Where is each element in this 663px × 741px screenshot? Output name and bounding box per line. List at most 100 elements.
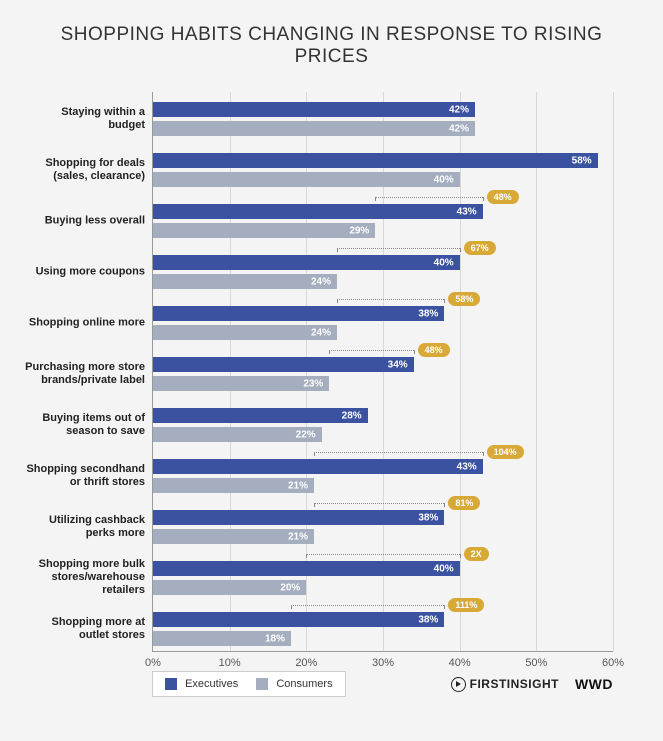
chart-container: SHOPPING HABITS CHANGING IN RESPONSE TO … [0, 0, 663, 741]
category-label: Shopping secondhandor thrift stores [25, 463, 153, 489]
delta-bracket-tick [444, 299, 445, 303]
bar-value-label: 24% [311, 327, 331, 338]
category-label: Shopping more bulkstores/warehouse retai… [25, 558, 153, 598]
category-group: Buying items out ofseason to save28%22% [153, 408, 613, 442]
category-label: Buying less overall [25, 214, 153, 227]
delta-pill: 81% [448, 496, 480, 510]
chart-footer: Executives Consumers FIRSTINSIGHT WWD [152, 666, 613, 702]
delta-bracket-tick [306, 554, 307, 558]
bar-value-label: 58% [572, 155, 592, 166]
bar-value-label: 24% [311, 276, 331, 287]
plot-area: 0%10%20%30%40%50%60%Staying within a bud… [152, 92, 613, 652]
legend-item-consumers: Consumers [256, 678, 332, 690]
delta-pill: 48% [418, 343, 450, 357]
bar-value-label: 22% [296, 429, 316, 440]
bar-consumers: 24% [153, 325, 337, 340]
delta-pill: 111% [448, 598, 484, 612]
delta-pill: 58% [448, 292, 480, 306]
bar-executives: 38% [153, 510, 444, 525]
chart-wrap: 0%10%20%30%40%50%60%Staying within a bud… [22, 92, 641, 702]
bar-executives: 43% [153, 459, 483, 474]
bar-executives: 40% [153, 561, 460, 576]
category-group: Shopping more bulkstores/warehouse retai… [153, 561, 613, 595]
gridline [613, 92, 614, 651]
delta-bracket-tick [375, 197, 376, 201]
category-group: Purchasing more storebrands/private labe… [153, 357, 613, 391]
chart-title: SHOPPING HABITS CHANGING IN RESPONSE TO … [22, 24, 641, 68]
bar-consumers: 29% [153, 223, 375, 238]
delta-bracket-tick [460, 554, 461, 558]
bar-value-label: 34% [388, 359, 408, 370]
delta-bracket [329, 350, 413, 351]
bar-consumers: 42% [153, 121, 475, 136]
bar-value-label: 38% [418, 308, 438, 319]
category-group: Utilizing cashbackperks more38%21%81% [153, 510, 613, 544]
delta-bracket-tick [329, 350, 330, 354]
delta-bracket-tick [414, 350, 415, 354]
delta-bracket [375, 197, 482, 198]
delta-bracket-tick [337, 299, 338, 303]
bar-value-label: 40% [434, 257, 454, 268]
bar-value-label: 18% [265, 633, 285, 644]
delta-bracket-tick [444, 605, 445, 609]
category-label: Shopping for deals(sales, clearance) [25, 157, 153, 183]
delta-bracket-tick [314, 452, 315, 456]
bar-value-label: 38% [418, 512, 438, 523]
swatch-exec-icon [165, 678, 177, 690]
bar-executives: 42% [153, 102, 475, 117]
category-label: Using more coupons [25, 265, 153, 278]
category-group: Buying less overall43%29%48% [153, 204, 613, 238]
bar-consumers: 24% [153, 274, 337, 289]
category-label: Shopping more atoutlet stores [25, 616, 153, 642]
bar-executives: 43% [153, 204, 483, 219]
bar-executives: 40% [153, 255, 460, 270]
bar-value-label: 42% [449, 104, 469, 115]
legend-cons-label: Consumers [276, 678, 332, 690]
bar-consumers: 21% [153, 529, 314, 544]
firstinsight-text: FIRSTINSIGHT [470, 677, 559, 691]
category-label: Utilizing cashbackperks more [25, 514, 153, 540]
category-label: Shopping online more [25, 316, 153, 329]
bar-value-label: 42% [449, 123, 469, 134]
delta-pill: 48% [487, 190, 519, 204]
delta-bracket-tick [444, 503, 445, 507]
brand-logos: FIRSTINSIGHT WWD [451, 676, 613, 692]
wwd-logo: WWD [575, 676, 613, 692]
delta-bracket-tick [337, 248, 338, 252]
bar-value-label: 43% [457, 461, 477, 472]
category-group: Shopping for deals(sales, clearance)58%4… [153, 153, 613, 187]
category-group: Using more coupons40%24%67% [153, 255, 613, 289]
bar-value-label: 21% [288, 531, 308, 542]
delta-bracket [337, 299, 444, 300]
bar-value-label: 20% [280, 582, 300, 593]
delta-bracket [314, 452, 483, 453]
delta-bracket [306, 554, 459, 555]
delta-pill: 67% [464, 241, 496, 255]
legend-exec-label: Executives [185, 678, 238, 690]
legend-item-executives: Executives [165, 678, 238, 690]
bar-executives: 28% [153, 408, 368, 423]
bar-consumers: 22% [153, 427, 322, 442]
bar-executives: 38% [153, 306, 444, 321]
bar-consumers: 21% [153, 478, 314, 493]
bar-executives: 58% [153, 153, 598, 168]
firstinsight-play-icon [451, 677, 466, 692]
delta-bracket [314, 503, 444, 504]
bar-executives: 38% [153, 612, 444, 627]
category-label: Buying items out ofseason to save [25, 412, 153, 438]
bar-value-label: 38% [418, 614, 438, 625]
category-label: Staying within a budget [25, 106, 153, 132]
bar-consumers: 23% [153, 376, 329, 391]
category-group: Shopping more atoutlet stores38%18%111% [153, 612, 613, 646]
bar-value-label: 21% [288, 480, 308, 491]
delta-pill: 2X [464, 547, 489, 561]
bar-value-label: 40% [434, 563, 454, 574]
delta-pill: 104% [487, 445, 524, 459]
category-group: Shopping online more38%24%58% [153, 306, 613, 340]
delta-bracket-tick [460, 248, 461, 252]
bar-consumers: 40% [153, 172, 460, 187]
bar-executives: 34% [153, 357, 414, 372]
bar-value-label: 29% [349, 225, 369, 236]
bar-value-label: 28% [342, 410, 362, 421]
bar-value-label: 23% [303, 378, 323, 389]
